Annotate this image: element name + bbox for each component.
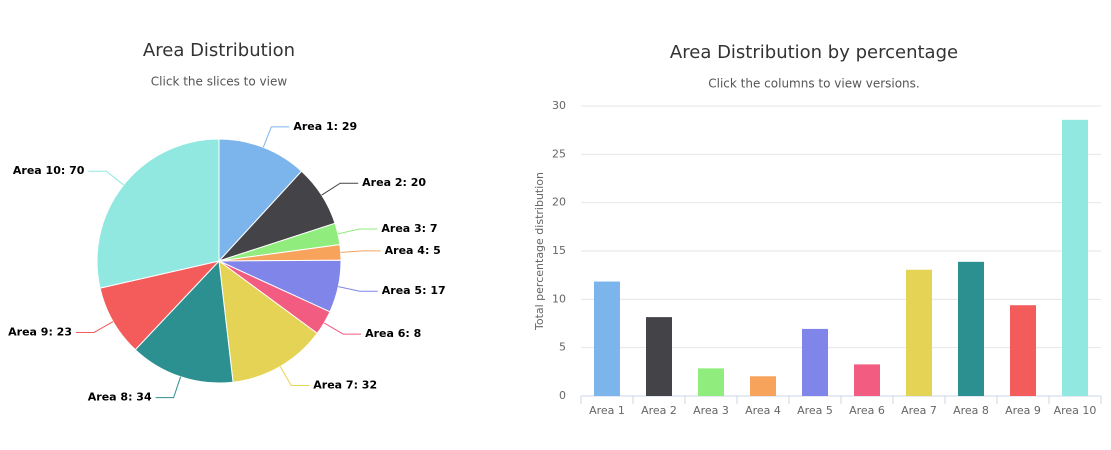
data-label: Area 6: 8 (365, 327, 421, 340)
bar[interactable] (646, 317, 672, 396)
connector (88, 170, 124, 186)
y-tick-label: 25 (552, 147, 566, 160)
data-label: Area 8: 34 (88, 391, 152, 404)
bar-subtitle: Click the columns to view versions. (708, 77, 919, 91)
x-tick-label: Area 2 (641, 404, 677, 417)
y-tick-label: 10 (552, 292, 566, 305)
bar[interactable] (750, 376, 776, 396)
bar-title: Area Distribution by percentage (670, 42, 958, 63)
connector (262, 126, 290, 148)
x-tick-label: Area 6 (849, 404, 885, 417)
connector (340, 250, 381, 253)
x-tick-label: Area 1 (589, 404, 625, 417)
connector (75, 321, 114, 333)
y-tick-label: 5 (559, 341, 566, 354)
bar[interactable] (958, 261, 984, 396)
data-label: Area 4: 5 (385, 244, 441, 257)
bar[interactable] (802, 328, 828, 396)
bar[interactable] (1010, 305, 1036, 396)
x-tick-label: Area 10 (1054, 404, 1097, 417)
bar[interactable] (1062, 119, 1088, 396)
connector (321, 182, 359, 196)
bar[interactable] (906, 269, 932, 396)
x-tick-label: Area 8 (953, 404, 989, 417)
connector (338, 286, 378, 292)
pie-subtitle: Click the slices to view (151, 75, 288, 89)
data-label: Area 5: 17 (382, 284, 446, 297)
y-tick-label: 0 (559, 389, 566, 402)
data-label: Area 3: 7 (381, 222, 437, 235)
y-tick-label: 30 (552, 99, 566, 112)
x-tick-label: Area 3 (693, 404, 729, 417)
pie-slice[interactable] (218, 138, 303, 263)
data-label: Area 2: 20 (362, 176, 426, 189)
pie-slice[interactable] (96, 138, 220, 289)
y-tick-label: 20 (552, 196, 566, 209)
y-tick-label: 15 (552, 244, 566, 257)
data-label: Area 9: 23 (8, 325, 72, 338)
bar[interactable] (594, 281, 620, 396)
x-tick-label: Area 5 (797, 404, 833, 417)
data-label: Area 7: 32 (313, 379, 377, 392)
connector (337, 228, 378, 235)
connector (279, 366, 310, 387)
bar[interactable] (854, 364, 880, 396)
x-tick-label: Area 9 (1005, 404, 1041, 417)
pie-title: Area Distribution (143, 40, 295, 61)
connector (155, 376, 182, 399)
connector (323, 322, 362, 335)
data-label: Area 1: 29 (293, 120, 357, 133)
x-tick-label: Area 7 (901, 404, 937, 417)
pie-slice[interactable] (218, 259, 318, 383)
y-axis-title: Total percentage distribution (533, 172, 546, 331)
x-tick-label: Area 4 (745, 404, 781, 417)
bar[interactable] (698, 368, 724, 396)
data-label: Area 10: 70 (13, 164, 85, 177)
